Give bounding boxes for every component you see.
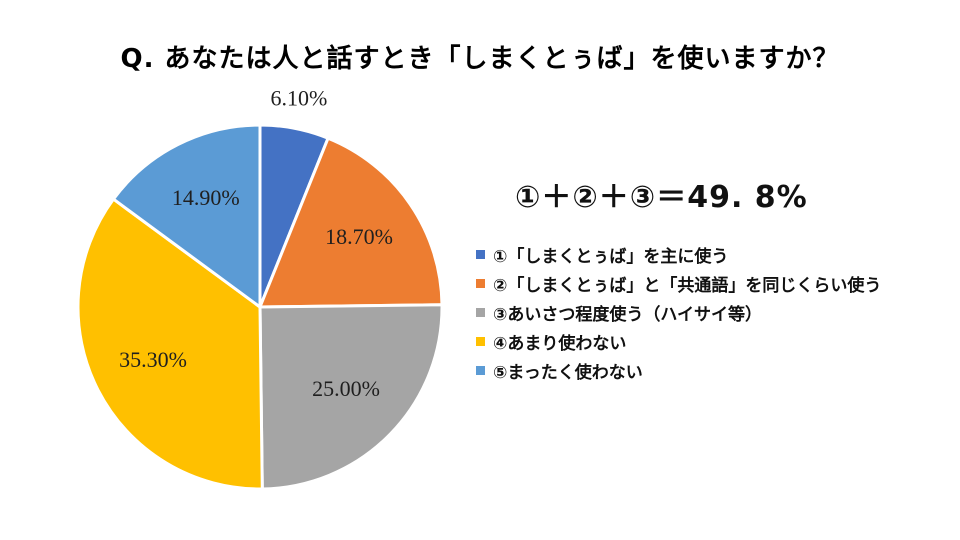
summary-formula: ①＋②＋③＝49. 8% xyxy=(515,180,808,215)
data-label-3: 25.00% xyxy=(312,376,380,401)
pie-slice-3 xyxy=(258,303,444,491)
data-label-1: 6.10% xyxy=(270,86,327,111)
data-label-5: 14.90% xyxy=(172,185,240,210)
legend-swatch xyxy=(476,279,485,288)
legend-item-5: ⑤まったく使わない xyxy=(476,356,881,385)
legend-item-4: ④あまり使わない xyxy=(476,327,881,356)
chart-title: Q. あなたは人と話すとき「しまくとぅば」を使いますか？ xyxy=(120,44,840,74)
pie-slice-2 xyxy=(258,136,444,309)
legend-label: ①「しまくとぅば」を主に使う xyxy=(493,247,729,267)
legend-swatch xyxy=(476,337,485,346)
legend-label: ④あまり使わない xyxy=(493,334,627,354)
data-label-2: 18.70% xyxy=(325,224,393,249)
legend-label: ③あいさつ程度使う（ハイサイ等） xyxy=(493,305,763,325)
pie-slice-5 xyxy=(111,123,262,309)
legend-swatch xyxy=(476,250,485,259)
pie-slice-4 xyxy=(76,197,264,491)
data-label-4: 35.30% xyxy=(119,347,187,372)
legend-item-1: ①「しまくとぅば」を主に使う xyxy=(476,240,881,269)
chart-legend: ①「しまくとぅば」を主に使う ②「しまくとぅば」と「共通語」を同じくらい使う ③あい… xyxy=(476,240,881,385)
legend-item-2: ②「しまくとぅば」と「共通語」を同じくらい使う xyxy=(476,269,881,298)
legend-label: ⑤まったく使わない xyxy=(493,363,643,383)
legend-swatch xyxy=(476,308,485,317)
legend-swatch xyxy=(476,366,485,375)
legend-item-3: ③あいさつ程度使う（ハイサイ等） xyxy=(476,298,881,327)
legend-label: ②「しまくとぅば」と「共通語」を同じくらい使う xyxy=(493,276,882,296)
